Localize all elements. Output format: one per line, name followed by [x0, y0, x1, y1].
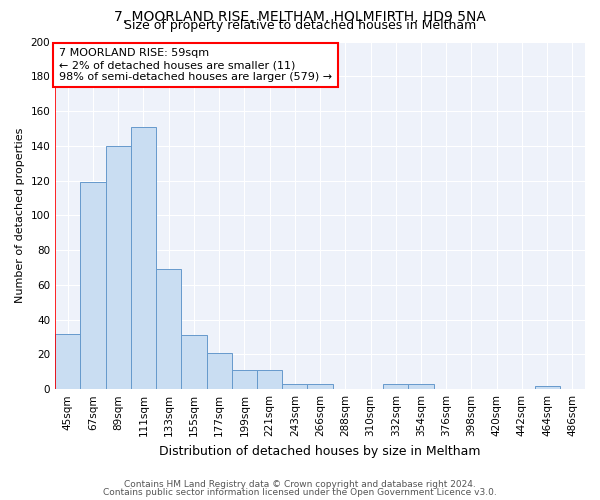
Bar [80, 182, 106, 389]
X-axis label: Distribution of detached houses by size in Meltham: Distribution of detached houses by size … [160, 444, 481, 458]
Text: Contains public sector information licensed under the Open Government Licence v3: Contains public sector information licen… [103, 488, 497, 497]
Bar [55, 334, 80, 389]
Bar [409, 384, 434, 389]
Y-axis label: Number of detached properties: Number of detached properties [15, 128, 25, 303]
Bar [307, 384, 332, 389]
Bar [232, 370, 257, 389]
Bar [131, 126, 156, 389]
Bar [282, 384, 307, 389]
Bar [535, 386, 560, 389]
Bar [106, 146, 131, 389]
Bar [206, 352, 232, 389]
Text: Size of property relative to detached houses in Meltham: Size of property relative to detached ho… [124, 19, 476, 32]
Text: 7 MOORLAND RISE: 59sqm
← 2% of detached houses are smaller (11)
98% of semi-deta: 7 MOORLAND RISE: 59sqm ← 2% of detached … [59, 48, 332, 82]
Text: 7, MOORLAND RISE, MELTHAM, HOLMFIRTH, HD9 5NA: 7, MOORLAND RISE, MELTHAM, HOLMFIRTH, HD… [114, 10, 486, 24]
Text: Contains HM Land Registry data © Crown copyright and database right 2024.: Contains HM Land Registry data © Crown c… [124, 480, 476, 489]
Bar [257, 370, 282, 389]
Bar [156, 269, 181, 389]
Bar [383, 384, 409, 389]
Bar [181, 336, 206, 389]
